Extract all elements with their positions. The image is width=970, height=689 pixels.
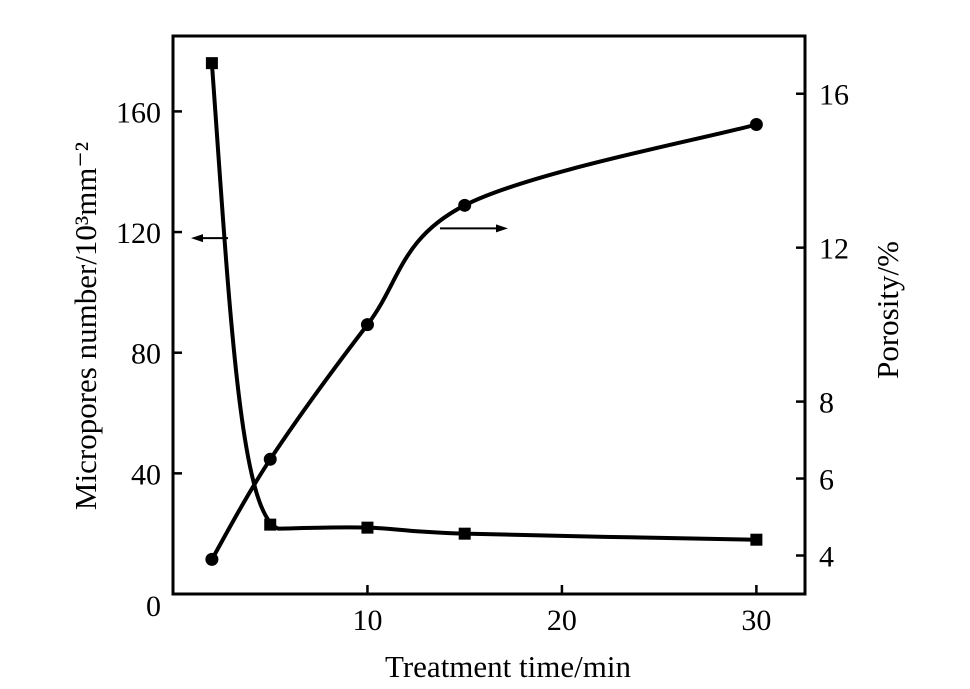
y-left-tick-label: 40 bbox=[131, 458, 161, 491]
markers-layer bbox=[205, 57, 763, 566]
porosity-point bbox=[749, 118, 763, 132]
y-right-tick-label: 4 bbox=[819, 541, 834, 574]
micropores-point bbox=[750, 533, 763, 546]
y-right-tick-label: 8 bbox=[819, 387, 834, 420]
y-left-tick-label: 120 bbox=[116, 217, 161, 250]
x-tick-label: 10 bbox=[352, 604, 382, 637]
y-left-tick-label: 160 bbox=[116, 96, 161, 129]
ticks-layer: 10 20 30 0 40 80 120 160 4 6 8 12 16 bbox=[116, 79, 849, 637]
x-axis-title: Treatment time/min bbox=[385, 649, 631, 684]
left-arrow-head bbox=[191, 234, 203, 243]
y-right-tick-label: 6 bbox=[819, 464, 834, 497]
y-right-tick-label: 12 bbox=[819, 233, 849, 266]
micropores-point bbox=[458, 527, 471, 540]
porosity-point bbox=[205, 552, 219, 566]
y-right-tick-label: 16 bbox=[819, 79, 849, 112]
y-right-axis-title: Porosity/% bbox=[870, 241, 905, 379]
right-arrow-head bbox=[496, 224, 508, 233]
porosity-point bbox=[360, 318, 374, 332]
micropores-point bbox=[205, 57, 218, 70]
y-left-tick-label: 80 bbox=[131, 338, 161, 371]
y-left-axis-title: Micropores number/10³mm⁻² bbox=[68, 142, 103, 510]
porosity-point bbox=[458, 198, 472, 212]
micropores-curve bbox=[209, 63, 757, 542]
micropores-point bbox=[361, 521, 374, 534]
porosity-curve bbox=[210, 122, 757, 561]
y-left-tick-label: 0 bbox=[146, 590, 161, 623]
x-tick-label: 30 bbox=[741, 604, 771, 637]
porosity-point bbox=[263, 452, 277, 466]
plot-frame bbox=[171, 34, 807, 596]
arrows-layer bbox=[191, 224, 508, 243]
x-tick-label: 20 bbox=[547, 604, 577, 637]
micropores-point bbox=[264, 518, 277, 531]
curves-layer bbox=[209, 63, 757, 561]
